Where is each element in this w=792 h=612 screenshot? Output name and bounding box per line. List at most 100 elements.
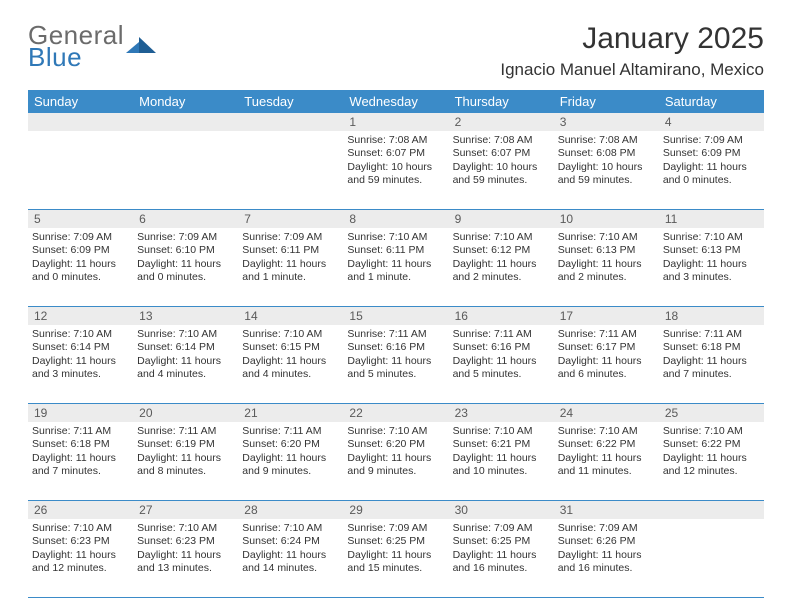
day-cell: Sunrise: 7:09 AMSunset: 6:09 PMDaylight:…	[659, 131, 764, 209]
sunset-text: Sunset: 6:25 PM	[453, 535, 550, 548]
sunrise-text: Sunrise: 7:11 AM	[242, 425, 339, 438]
location: Ignacio Manuel Altamirano, Mexico	[500, 60, 764, 80]
daylight-text: Daylight: 11 hours and 0 minutes.	[137, 258, 234, 285]
day-number: 30	[449, 501, 554, 519]
sunrise-text: Sunrise: 7:09 AM	[347, 522, 444, 535]
daylight-text: Daylight: 11 hours and 13 minutes.	[137, 549, 234, 576]
sunset-text: Sunset: 6:08 PM	[558, 147, 655, 160]
day-cell: Sunrise: 7:10 AMSunset: 6:13 PMDaylight:…	[659, 228, 764, 306]
day-number: 9	[449, 210, 554, 228]
day-cell: Sunrise: 7:11 AMSunset: 6:20 PMDaylight:…	[238, 422, 343, 500]
sunset-text: Sunset: 6:18 PM	[32, 438, 129, 451]
day-cell: Sunrise: 7:09 AMSunset: 6:26 PMDaylight:…	[554, 519, 659, 597]
sunset-text: Sunset: 6:09 PM	[663, 147, 760, 160]
sunrise-text: Sunrise: 7:10 AM	[137, 328, 234, 341]
dow-cell: Saturday	[659, 90, 764, 113]
daylight-text: Daylight: 11 hours and 0 minutes.	[32, 258, 129, 285]
header: General Blue January 2025 Ignacio Manuel…	[28, 22, 764, 80]
day-number: 14	[238, 307, 343, 325]
sunset-text: Sunset: 6:13 PM	[558, 244, 655, 257]
day-number: 19	[28, 404, 133, 422]
daylight-text: Daylight: 10 hours and 59 minutes.	[453, 161, 550, 188]
week-row: Sunrise: 7:10 AMSunset: 6:14 PMDaylight:…	[28, 325, 764, 404]
sunrise-text: Sunrise: 7:10 AM	[347, 231, 444, 244]
sunset-text: Sunset: 6:16 PM	[347, 341, 444, 354]
logo: General Blue	[28, 22, 160, 69]
daylight-text: Daylight: 11 hours and 9 minutes.	[242, 452, 339, 479]
sunrise-text: Sunrise: 7:09 AM	[558, 522, 655, 535]
daylight-text: Daylight: 11 hours and 5 minutes.	[347, 355, 444, 382]
day-number: 23	[449, 404, 554, 422]
day-cell: Sunrise: 7:10 AMSunset: 6:23 PMDaylight:…	[133, 519, 238, 597]
day-number: 16	[449, 307, 554, 325]
day-cell: Sunrise: 7:09 AMSunset: 6:11 PMDaylight:…	[238, 228, 343, 306]
day-cell: Sunrise: 7:10 AMSunset: 6:22 PMDaylight:…	[554, 422, 659, 500]
daylight-text: Daylight: 10 hours and 59 minutes.	[347, 161, 444, 188]
week-row: Sunrise: 7:10 AMSunset: 6:23 PMDaylight:…	[28, 519, 764, 598]
sunrise-text: Sunrise: 7:09 AM	[663, 134, 760, 147]
daylight-text: Daylight: 11 hours and 14 minutes.	[242, 549, 339, 576]
daylight-text: Daylight: 11 hours and 1 minute.	[242, 258, 339, 285]
daylight-text: Daylight: 11 hours and 7 minutes.	[663, 355, 760, 382]
day-cell	[659, 519, 764, 597]
sunset-text: Sunset: 6:25 PM	[347, 535, 444, 548]
dow-cell: Tuesday	[238, 90, 343, 113]
day-number: 11	[659, 210, 764, 228]
day-cell: Sunrise: 7:10 AMSunset: 6:15 PMDaylight:…	[238, 325, 343, 403]
day-of-week-header: SundayMondayTuesdayWednesdayThursdayFrid…	[28, 90, 764, 113]
sunset-text: Sunset: 6:19 PM	[137, 438, 234, 451]
daylight-text: Daylight: 11 hours and 10 minutes.	[453, 452, 550, 479]
day-number: 27	[133, 501, 238, 519]
sunset-text: Sunset: 6:22 PM	[663, 438, 760, 451]
day-number: 12	[28, 307, 133, 325]
sunset-text: Sunset: 6:07 PM	[453, 147, 550, 160]
calendar: SundayMondayTuesdayWednesdayThursdayFrid…	[28, 90, 764, 598]
week-row: Sunrise: 7:11 AMSunset: 6:18 PMDaylight:…	[28, 422, 764, 501]
day-number-row: ...1234	[28, 113, 764, 131]
day-number: 24	[554, 404, 659, 422]
sunrise-text: Sunrise: 7:10 AM	[32, 522, 129, 535]
day-number: 28	[238, 501, 343, 519]
sunrise-text: Sunrise: 7:10 AM	[453, 231, 550, 244]
daylight-text: Daylight: 11 hours and 2 minutes.	[558, 258, 655, 285]
sunset-text: Sunset: 6:18 PM	[663, 341, 760, 354]
day-cell: Sunrise: 7:11 AMSunset: 6:19 PMDaylight:…	[133, 422, 238, 500]
day-cell: Sunrise: 7:10 AMSunset: 6:22 PMDaylight:…	[659, 422, 764, 500]
sunrise-text: Sunrise: 7:10 AM	[663, 425, 760, 438]
sunrise-text: Sunrise: 7:11 AM	[32, 425, 129, 438]
day-number: 8	[343, 210, 448, 228]
daylight-text: Daylight: 11 hours and 4 minutes.	[242, 355, 339, 382]
daylight-text: Daylight: 11 hours and 15 minutes.	[347, 549, 444, 576]
daylight-text: Daylight: 11 hours and 8 minutes.	[137, 452, 234, 479]
day-number-row: 12131415161718	[28, 307, 764, 325]
daylight-text: Daylight: 11 hours and 12 minutes.	[32, 549, 129, 576]
day-number: 29	[343, 501, 448, 519]
sunset-text: Sunset: 6:11 PM	[347, 244, 444, 257]
sunrise-text: Sunrise: 7:11 AM	[663, 328, 760, 341]
dow-cell: Thursday	[449, 90, 554, 113]
sunrise-text: Sunrise: 7:10 AM	[32, 328, 129, 341]
title-block: January 2025 Ignacio Manuel Altamirano, …	[500, 22, 764, 80]
sunrise-text: Sunrise: 7:10 AM	[663, 231, 760, 244]
week-row: Sunrise: 7:08 AMSunset: 6:07 PMDaylight:…	[28, 131, 764, 210]
day-number: 22	[343, 404, 448, 422]
daylight-text: Daylight: 10 hours and 59 minutes.	[558, 161, 655, 188]
dow-cell: Friday	[554, 90, 659, 113]
day-cell: Sunrise: 7:10 AMSunset: 6:11 PMDaylight:…	[343, 228, 448, 306]
day-number: 20	[133, 404, 238, 422]
day-cell: Sunrise: 7:10 AMSunset: 6:24 PMDaylight:…	[238, 519, 343, 597]
day-number: 15	[343, 307, 448, 325]
daylight-text: Daylight: 11 hours and 6 minutes.	[558, 355, 655, 382]
day-number: 7	[238, 210, 343, 228]
day-cell: Sunrise: 7:10 AMSunset: 6:14 PMDaylight:…	[28, 325, 133, 403]
day-cell: Sunrise: 7:08 AMSunset: 6:07 PMDaylight:…	[343, 131, 448, 209]
sunrise-text: Sunrise: 7:08 AM	[347, 134, 444, 147]
sunset-text: Sunset: 6:07 PM	[347, 147, 444, 160]
day-number-row: 262728293031.	[28, 501, 764, 519]
day-cell: Sunrise: 7:08 AMSunset: 6:08 PMDaylight:…	[554, 131, 659, 209]
sunrise-text: Sunrise: 7:09 AM	[453, 522, 550, 535]
sunset-text: Sunset: 6:13 PM	[663, 244, 760, 257]
daylight-text: Daylight: 11 hours and 12 minutes.	[663, 452, 760, 479]
day-cell: Sunrise: 7:09 AMSunset: 6:25 PMDaylight:…	[449, 519, 554, 597]
logo-text: General Blue	[28, 22, 124, 69]
